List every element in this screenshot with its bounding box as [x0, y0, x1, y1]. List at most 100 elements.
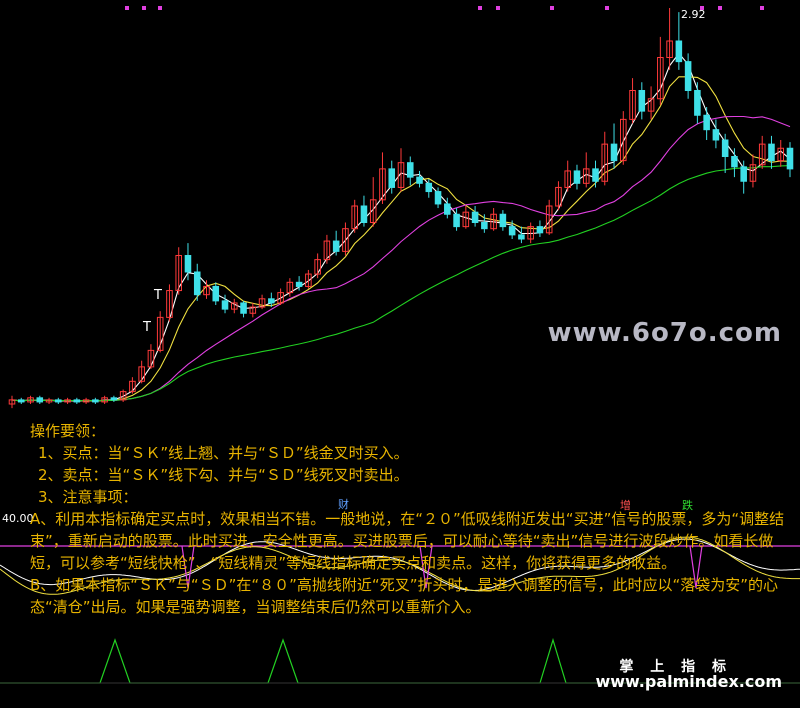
candle-body-13 — [129, 380, 136, 393]
ma-line-SD — [11, 76, 791, 402]
indicator-sk-line — [0, 538, 800, 592]
candle-11 — [110, 395, 118, 402]
candle-46 — [434, 187, 442, 209]
candle-body-5 — [55, 399, 62, 403]
candle-44 — [416, 170, 423, 188]
candle-body-2 — [27, 397, 34, 403]
candle-65 — [610, 123, 618, 169]
candle-body-3 — [36, 397, 44, 403]
candle-69 — [647, 86, 655, 120]
candle-7 — [73, 397, 81, 404]
candle-body-18 — [175, 255, 182, 292]
indicator-tag-die: 跌 — [682, 499, 693, 512]
candle-61 — [573, 164, 581, 190]
candle-body-74 — [694, 90, 701, 116]
candle-84 — [786, 142, 794, 178]
candle-body-45 — [425, 182, 433, 193]
top-dot-2 — [158, 6, 162, 10]
candle-51 — [481, 214, 488, 233]
candle-74 — [694, 82, 701, 124]
top-dot-9 — [760, 6, 764, 10]
operation-notes: 操作要领： 1、买点：当“ＳＫ”线上翘、并与“ＳＤ”线金叉时买入。 2、卖点：当… — [30, 420, 795, 618]
candle-body-32 — [305, 273, 312, 287]
candle-body-61 — [573, 170, 581, 184]
indicator-dip-2 — [689, 545, 703, 589]
candle-body-81 — [758, 143, 766, 166]
candle-body-24 — [231, 302, 238, 310]
candle-body-78 — [731, 156, 738, 168]
candle-17 — [166, 284, 173, 322]
candle-5 — [55, 397, 62, 404]
candle-body-28 — [268, 298, 275, 304]
candle-26 — [249, 302, 257, 318]
candle-body-43 — [406, 162, 414, 178]
candle-43 — [406, 156, 414, 186]
candle-body-26 — [249, 306, 257, 314]
candle-81 — [758, 135, 766, 169]
candle-body-4 — [45, 399, 53, 403]
candle-body-62 — [582, 168, 590, 184]
candle-body-67 — [629, 90, 636, 120]
candle-77 — [721, 133, 729, 173]
candle-body-66 — [620, 118, 627, 162]
candle-32 — [305, 269, 312, 289]
candle-47 — [444, 197, 451, 219]
candle-body-51 — [481, 222, 488, 230]
candle-80 — [749, 154, 757, 188]
candle-body-29 — [277, 292, 284, 304]
candle-71 — [666, 8, 673, 70]
notes-title: 操作要领： — [30, 422, 106, 440]
candle-body-53 — [499, 213, 507, 228]
candle-18 — [175, 247, 182, 295]
candle-0 — [8, 395, 16, 409]
candle-42 — [397, 148, 405, 192]
candle-58 — [545, 199, 553, 235]
notes-para-a: A、利用本指标确定买点时，效果相当不错。一般地说，在“２０”低吸线附近发出“买进… — [30, 510, 785, 572]
candle-28 — [268, 292, 275, 308]
indicator-panel — [0, 536, 800, 684]
candle-78 — [731, 148, 738, 178]
candle-body-42 — [397, 162, 405, 188]
top-dot-1 — [142, 6, 146, 10]
candle-73 — [684, 53, 692, 99]
notes-line-3: 3、注意事项： — [38, 488, 138, 506]
candle-1 — [17, 397, 25, 404]
candle-body-1 — [17, 399, 25, 403]
candle-body-72 — [675, 40, 683, 63]
indicator-dip-0 — [181, 545, 195, 589]
candle-10 — [101, 395, 108, 404]
top-dot-4 — [496, 6, 500, 10]
candle-body-31 — [295, 281, 303, 287]
candle-body-35 — [332, 240, 340, 252]
candle-45 — [425, 179, 433, 198]
candle-24 — [231, 298, 238, 314]
candle-body-30 — [286, 281, 294, 294]
candle-body-57 — [536, 226, 544, 234]
top-dot-3 — [478, 6, 482, 10]
moving-average-lines — [11, 52, 791, 402]
candle-body-73 — [684, 61, 692, 91]
indicator-tag-cai: 财 — [338, 498, 349, 511]
sell-marker-1: T — [154, 288, 162, 303]
candle-22 — [212, 282, 220, 305]
candle-79 — [740, 160, 747, 194]
candle-59 — [555, 181, 562, 211]
candle-body-79 — [740, 166, 747, 182]
candle-82 — [768, 135, 775, 169]
candle-52 — [490, 208, 497, 231]
candle-76 — [712, 119, 720, 149]
top-dot-6 — [605, 6, 609, 10]
top-dot-0 — [125, 6, 129, 10]
candle-83 — [777, 140, 785, 167]
candle-75 — [703, 107, 710, 140]
candle-body-44 — [416, 176, 423, 184]
candle-21 — [203, 280, 210, 299]
candle-body-0 — [8, 399, 16, 405]
candle-19 — [184, 243, 192, 281]
candle-48 — [453, 208, 460, 231]
candle-27 — [258, 294, 266, 310]
candle-8 — [82, 397, 90, 404]
watermark-palmindex: www.palmindex.com — [595, 672, 782, 691]
candle-70 — [657, 36, 664, 105]
